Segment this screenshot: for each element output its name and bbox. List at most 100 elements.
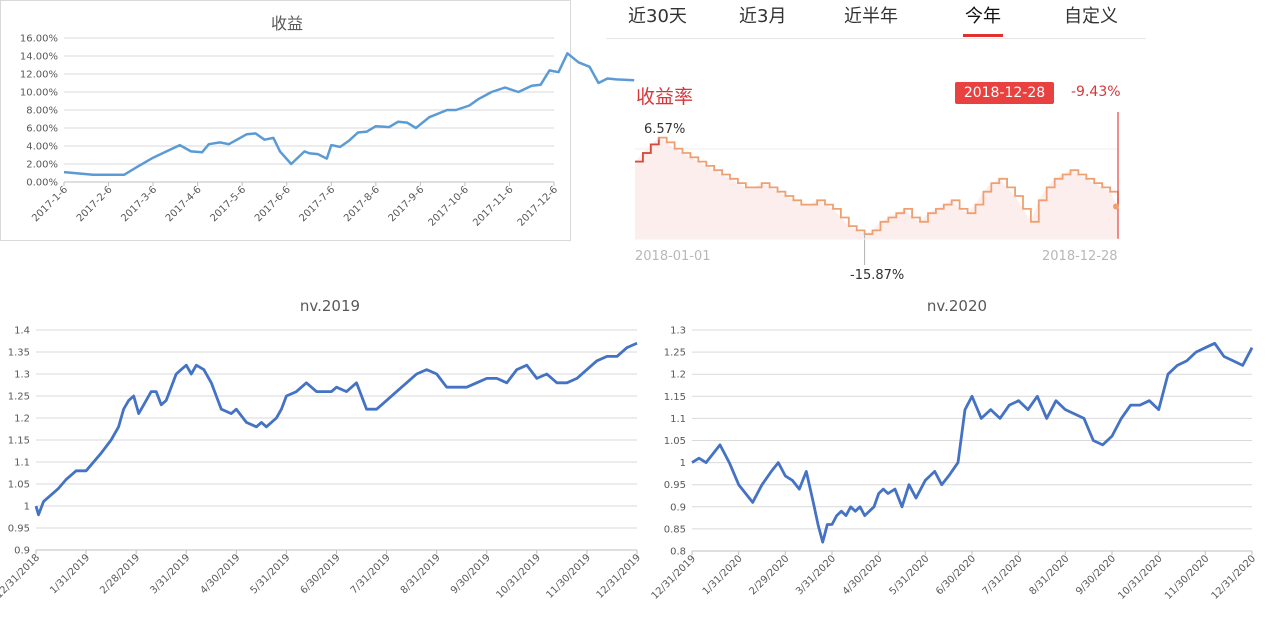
series-line — [691, 341, 1254, 544]
x-tick-label: 2017-3-6 — [119, 184, 159, 224]
x-tick-label: 4/30/2020 — [841, 553, 885, 597]
y-tick-label: 1.15 — [8, 436, 30, 447]
x-tick-label: 11/30/2020 — [1163, 553, 1212, 602]
x-tick-label: 12/31/2019 — [595, 552, 644, 601]
x-tick-label: 12/31/2019 — [650, 553, 699, 602]
min-return-label: -15.87% — [850, 268, 905, 283]
x-tick-label: 10/31/2020 — [1116, 553, 1165, 602]
y-tick-label: 1 — [24, 502, 30, 513]
x-tick-label: 2017-8-6 — [342, 184, 382, 224]
chart-2017-panel: 收益 0.00% 2.00% 4.00% 6.00% 8.00% 10.00% 12.00% 1… — [0, 0, 635, 241]
x-tick-label: 2017-6-6 — [253, 184, 293, 224]
y-tick-label: 0.00% — [26, 178, 58, 189]
series-line — [635, 136, 1119, 235]
y-tick-label: 6.00% — [26, 124, 58, 135]
x-tick-label: 9/30/2020 — [1074, 553, 1118, 597]
x-tick-label: 4/30/2019 — [198, 552, 242, 596]
chart-title: 收益 — [271, 14, 303, 33]
y-tick-label: 0.8 — [670, 547, 686, 558]
x-tick-label: 5/31/2020 — [887, 553, 931, 597]
x-tick-label: 1/31/2020 — [701, 553, 745, 597]
y-tick-label: 2.00% — [26, 160, 58, 171]
y-tick-label: 1.25 — [8, 392, 30, 403]
x-tick-label: 6/30/2019 — [299, 552, 343, 596]
chart-title: nv.2020 — [927, 297, 987, 315]
tab-this-year[interactable]: 今年 — [965, 6, 1001, 27]
x-tick-label: 2017-9-6 — [387, 184, 427, 224]
x-tick-label: 8/31/2020 — [1027, 553, 1071, 597]
series-start-segment — [635, 137, 660, 163]
x-tick-label: 5/31/2019 — [248, 552, 292, 596]
y-tick-label: 1.2 — [14, 414, 30, 425]
x-tick-label: 2017-11-6 — [471, 184, 515, 228]
x-tick-label: 2017-7-6 — [298, 184, 338, 224]
x-tick-label: 2017-4-6 — [164, 184, 204, 224]
y-tick-label: 10.00% — [20, 88, 58, 99]
chart-2020: nv.2020 0.8 0.85 0.9 0.95 1 1.05 1.1 1.15 1.2 1.25… — [650, 297, 1259, 602]
return-rate-title: 收益率 — [636, 86, 694, 108]
area-fill — [635, 137, 1118, 239]
y-tick-label: 0.85 — [664, 524, 686, 535]
series-line — [34, 341, 638, 517]
x-tick-label: 2017-10-6 — [427, 184, 471, 228]
x-tick-label: 6/30/2020 — [934, 553, 978, 597]
y-tick-label: 1 — [680, 458, 686, 469]
chart-2017: 收益 0.00% 2.00% 4.00% 6.00% 8.00% 10.00% 12.00% 1… — [20, 14, 635, 229]
y-tick-label: 0.9 — [14, 546, 30, 557]
active-tab-indicator — [963, 34, 1003, 37]
x-tick-label: 2/28/2019 — [98, 552, 142, 596]
y-tick-label: 1.25 — [664, 348, 686, 359]
y-tick-label: 1.35 — [8, 348, 30, 359]
chart-2018[interactable] — [606, 0, 1146, 290]
y-tick-label: 1.4 — [14, 326, 30, 337]
chart-2019: nv.2019 0.9 0.95 1 1.05 1.1 1.15 1.2 1.25 1.3 1.35… — [0, 297, 644, 601]
y-tick-label: 0.95 — [8, 524, 30, 535]
period-tabs: 近30天 近3月 近半年 今年 自定义 — [606, 0, 1146, 39]
x-start-label: 2018-01-01 — [635, 249, 711, 264]
y-tick-label: 1.3 — [670, 326, 686, 337]
current-date-badge: 2018-12-28 — [955, 82, 1054, 104]
y-tick-label: 1.15 — [664, 392, 686, 403]
y-tick-label: 1.2 — [670, 370, 686, 381]
x-tick-label: 2017-5-6 — [208, 184, 248, 224]
y-tick-label: 1.05 — [8, 480, 30, 491]
x-tick-label: 1/31/2019 — [48, 552, 92, 596]
x-tick-label: 9/30/2019 — [449, 552, 493, 596]
tab-3-months[interactable]: 近3月 — [739, 6, 787, 27]
chart-title: nv.2019 — [300, 297, 360, 315]
tab-30-days[interactable]: 近30天 — [628, 6, 687, 27]
current-point-marker — [1113, 203, 1119, 210]
y-tick-label: 16.00% — [20, 34, 58, 45]
y-tick-label: 0.95 — [664, 480, 686, 491]
tab-custom[interactable]: 自定义 — [1064, 6, 1118, 27]
max-return-label: 6.57% — [644, 122, 686, 137]
x-tick-label: 3/31/2019 — [148, 552, 192, 596]
y-tick-label: 1.3 — [14, 370, 30, 381]
current-return-value: -9.43% — [1071, 84, 1121, 100]
x-tick-label: 12/31/2018 — [0, 552, 42, 601]
y-tick-label: 0.9 — [670, 502, 686, 513]
x-tick-label: 8/31/2019 — [399, 552, 443, 596]
y-tick-label: 4.00% — [26, 142, 58, 153]
x-tick-label: 2017-2-6 — [75, 184, 115, 224]
chart-2019-panel: nv.2019 0.9 0.95 1 1.05 1.1 1.15 1.2 1.25 1.3 1.35… — [0, 290, 645, 624]
x-tick-label: 3/31/2020 — [794, 553, 838, 597]
x-tick-label: 2017-1-6 — [30, 184, 70, 224]
tab-half-year[interactable]: 近半年 — [844, 6, 898, 27]
y-tick-label: 1.05 — [664, 436, 686, 447]
x-tick-label: 10/31/2019 — [494, 552, 543, 601]
y-tick-label: 12.00% — [20, 70, 58, 81]
x-end-label: 2018-12-28 — [1042, 249, 1118, 264]
y-tick-label: 8.00% — [26, 106, 58, 117]
y-tick-label: 1.1 — [14, 458, 30, 469]
x-tick-label: 7/31/2020 — [981, 553, 1025, 597]
chart-2020-panel: nv.2020 0.8 0.85 0.9 0.95 1 1.05 1.1 1.15 1.2 1.25… — [650, 290, 1266, 624]
x-tick-label: 12/31/2020 — [1210, 553, 1259, 602]
y-tick-label: 14.00% — [20, 52, 58, 63]
x-tick-label: 2017-12-6 — [516, 184, 560, 228]
y-tick-label: 1.1 — [670, 414, 686, 425]
x-tick-label: 2/29/2020 — [747, 553, 791, 597]
series-line — [63, 52, 635, 177]
x-tick-label: 7/31/2019 — [349, 552, 393, 596]
x-tick-label: 11/30/2019 — [545, 552, 594, 601]
